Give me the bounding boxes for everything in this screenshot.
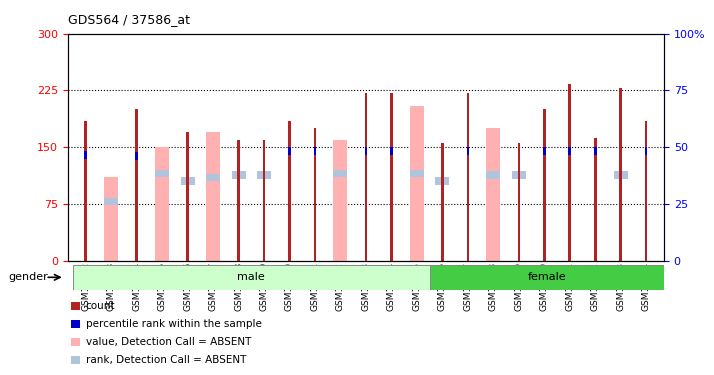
Bar	[390, 147, 393, 155]
Bar	[410, 106, 424, 261]
Text: male: male	[237, 272, 265, 282]
Bar	[620, 88, 622, 261]
Bar	[206, 174, 220, 181]
Bar	[543, 147, 545, 155]
Bar	[237, 140, 240, 261]
Bar	[313, 147, 316, 155]
Bar	[430, 265, 664, 290]
Bar	[441, 143, 443, 261]
Bar	[136, 110, 138, 261]
Bar	[333, 170, 348, 177]
Bar	[466, 93, 469, 261]
Bar	[104, 198, 118, 206]
Bar	[365, 147, 367, 155]
Bar	[288, 147, 291, 155]
Bar	[186, 132, 188, 261]
Bar	[568, 147, 571, 155]
Bar	[568, 84, 571, 261]
Text: GDS564 / 37586_at: GDS564 / 37586_at	[68, 13, 190, 26]
Bar	[136, 153, 138, 160]
Bar	[231, 171, 246, 179]
Bar	[543, 110, 545, 261]
Text: rank, Detection Call = ABSENT: rank, Detection Call = ABSENT	[86, 355, 246, 364]
Text: count: count	[86, 301, 115, 310]
Text: gender: gender	[9, 272, 49, 282]
Bar	[155, 147, 169, 261]
Bar	[73, 265, 430, 290]
Bar	[288, 121, 291, 261]
Text: value, Detection Call = ABSENT: value, Detection Call = ABSENT	[86, 337, 251, 346]
Bar	[365, 93, 367, 261]
Bar	[104, 177, 118, 261]
Bar	[333, 140, 348, 261]
Bar	[84, 151, 87, 159]
Text: female: female	[528, 272, 566, 282]
Bar	[390, 93, 393, 261]
Bar	[313, 128, 316, 261]
Bar	[410, 170, 424, 177]
Bar	[436, 177, 449, 185]
Bar	[486, 171, 501, 179]
Bar	[84, 121, 87, 261]
Bar	[263, 140, 266, 261]
Bar	[512, 171, 526, 179]
Bar	[155, 170, 169, 177]
Bar	[614, 171, 628, 179]
Bar	[206, 132, 220, 261]
Bar	[257, 171, 271, 179]
Bar	[181, 177, 195, 185]
Text: percentile rank within the sample: percentile rank within the sample	[86, 319, 261, 328]
Bar	[645, 147, 648, 155]
Bar	[486, 128, 501, 261]
Bar	[594, 147, 596, 155]
Bar	[518, 143, 520, 261]
Bar	[645, 121, 648, 261]
Bar	[466, 147, 469, 155]
Bar	[594, 138, 596, 261]
